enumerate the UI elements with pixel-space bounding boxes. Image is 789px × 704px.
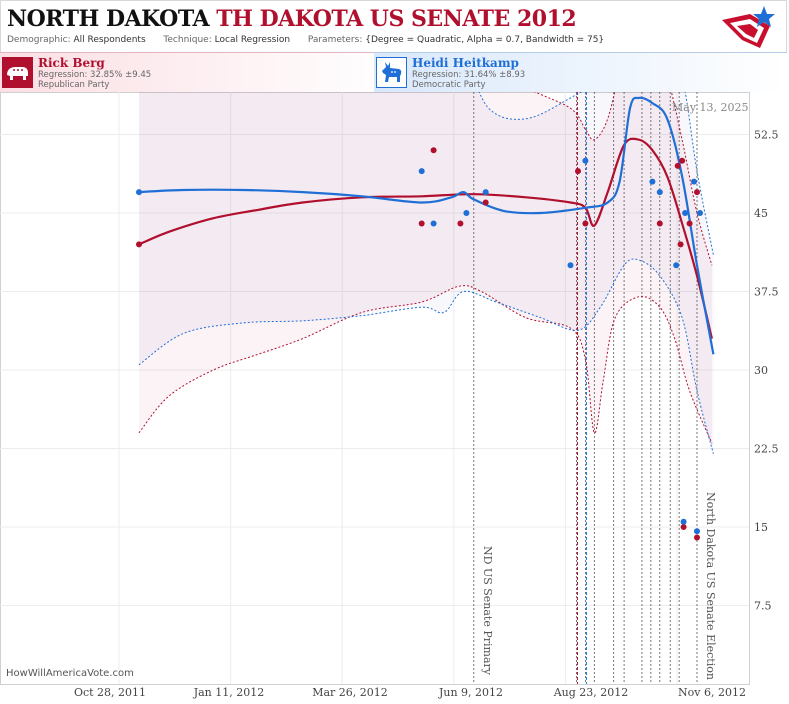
poll-point-rep xyxy=(656,220,663,227)
poll-point-rep xyxy=(679,157,686,164)
poll-point-rep xyxy=(674,162,681,169)
demographic-label: Demographic: xyxy=(7,35,71,45)
poll-point-dem xyxy=(136,189,142,196)
candidate-name-rep: Rick Berg xyxy=(38,56,105,70)
lower-bound-rep xyxy=(138,285,713,444)
poll-point-rep xyxy=(482,199,489,206)
trend-line-rep xyxy=(138,137,713,339)
technique-value: Local Regression xyxy=(214,35,291,45)
poll-point-dem xyxy=(656,189,663,196)
y-tick-label: 45 xyxy=(754,207,768,220)
technique-label: Technique: xyxy=(163,35,212,45)
trend-line-dem xyxy=(138,96,715,355)
date-stamp: May 13, 2025 xyxy=(672,101,749,114)
y-tick-label: 30 xyxy=(754,364,768,377)
poll-point-rep xyxy=(694,189,700,196)
y-tick-label: 7.5 xyxy=(754,600,772,613)
title-state: NORTH DAKOTA xyxy=(7,6,210,32)
x-tick-label: Oct 28, 2011 xyxy=(74,686,146,699)
poll-point-dem xyxy=(482,189,489,196)
poll-point-rep xyxy=(582,220,589,227)
poll-point-dem xyxy=(682,210,689,216)
site-logo-icon xyxy=(722,6,775,48)
confidence-band-dem xyxy=(139,92,714,454)
elephant-icon xyxy=(2,57,33,88)
title-race: TH DAKOTA US SENATE 2012 xyxy=(216,6,577,32)
poll-point-rep xyxy=(694,534,700,541)
site-watermark: HowWillAmericaVote.com xyxy=(6,668,134,679)
event-label: North Dakota US Senate Election xyxy=(704,492,717,680)
candidate-party-dem: Democratic Party xyxy=(412,80,486,90)
event-label: ND US Senate Primary xyxy=(481,546,494,676)
plot-area: ND US Senate Primary North Dakota US Sena… xyxy=(136,92,717,684)
poll-point-dem xyxy=(691,178,697,185)
poll-point-rep xyxy=(686,220,693,227)
demographic-value: All Respondents xyxy=(73,35,146,45)
poll-point-dem xyxy=(694,528,700,535)
x-tick-label: Nov 6, 2012 xyxy=(678,686,746,699)
poll-point-dem xyxy=(418,168,425,175)
poll-point-rep xyxy=(677,241,684,248)
x-tick-label: Aug 23, 2012 xyxy=(553,686,629,699)
candidate-banner-rep: Rick Berg Regression: 32.85% ±9.45 Repub… xyxy=(0,52,394,92)
poll-point-dem xyxy=(567,262,574,269)
poll-point-dem xyxy=(680,518,687,525)
candidate-regression-dem: Regression: 31.64% ±8.93 xyxy=(412,70,526,80)
poll-point-rep xyxy=(680,524,687,530)
poll-point-rep xyxy=(430,147,437,154)
poll-point-dem xyxy=(649,178,656,185)
poll-point-rep xyxy=(457,220,464,227)
candidate-banner-dem: Heidi Heitkamp Regression: 31.64% ±8.93 … xyxy=(374,52,787,92)
poll-point-rep xyxy=(418,220,425,227)
parameters-label: Parameters: xyxy=(307,35,363,45)
poll-point-dem xyxy=(430,220,437,227)
poll-point-dem xyxy=(463,210,470,216)
plot-frame xyxy=(0,92,750,685)
poll-point-dem xyxy=(697,210,703,216)
x-tick-label: Jun 9, 2012 xyxy=(438,686,503,699)
regression-chart: ND US Senate Primary North Dakota US Sena… xyxy=(0,92,779,699)
upper-bound-rep xyxy=(534,92,713,266)
y-tick-label: 22.5 xyxy=(754,443,779,456)
chart-header: NORTH DAKOTA TH DAKOTA US SENATE 2012 De… xyxy=(0,0,787,52)
poll-point-dem xyxy=(582,157,589,164)
candidate-name-dem: Heidi Heitkamp xyxy=(412,56,519,70)
page-title: NORTH DAKOTA TH DAKOTA US SENATE 2012 xyxy=(7,6,577,32)
y-tick-label: 15 xyxy=(754,521,768,534)
chart-parameters: Demographic: All Respondents Technique: … xyxy=(7,35,604,45)
x-tick-label: Jan 11, 2012 xyxy=(193,686,265,699)
candidate-party-rep: Republican Party xyxy=(38,80,110,90)
donkey-icon xyxy=(376,57,407,88)
y-tick-label: 52.5 xyxy=(754,129,779,142)
poll-point-dem xyxy=(673,262,680,269)
poll-point-rep xyxy=(136,241,142,248)
confidence-band-rep xyxy=(139,92,712,444)
candidate-regression-rep: Regression: 32.85% ±9.45 xyxy=(38,70,152,80)
y-tick-label: 37.5 xyxy=(754,286,779,299)
poll-point-rep xyxy=(575,168,581,175)
lower-bound-dem xyxy=(138,258,714,454)
parameters-value: {Degree = Quadratic, Alpha = 0.7, Bandwi… xyxy=(365,35,605,45)
x-tick-label: Mar 26, 2012 xyxy=(312,686,388,699)
